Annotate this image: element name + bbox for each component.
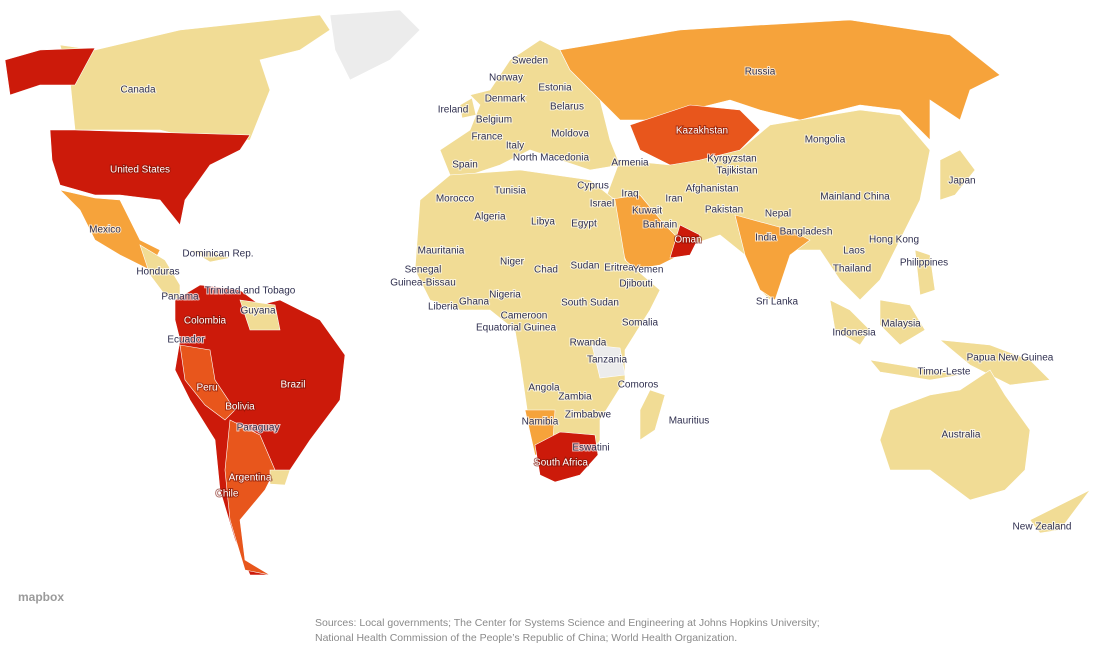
country-label: India — [755, 233, 777, 244]
country-label: Timor-Leste — [918, 367, 971, 378]
country-label: Argentina — [229, 473, 272, 484]
country-label: Tunisia — [494, 186, 526, 197]
country-label: Brazil — [280, 380, 305, 391]
country-label: Nepal — [765, 209, 791, 220]
country-label: Rwanda — [570, 338, 607, 349]
country-label: Ecuador — [167, 335, 205, 346]
country-label: Guinea-Bissau — [390, 278, 456, 289]
country-label: Dominican Rep. — [182, 249, 253, 260]
country-label: Moldova — [551, 129, 589, 140]
country-label: Tanzania — [587, 355, 627, 366]
attribution: mapbox — [18, 590, 64, 604]
country-label: Eritrea — [604, 263, 634, 274]
country-label: Oman — [674, 235, 701, 246]
country-label: Ghana — [459, 297, 489, 308]
country-label: Philippines — [900, 258, 948, 269]
country-label: Afghanistan — [686, 184, 739, 195]
country-label: Malaysia — [881, 319, 921, 330]
country-label: Japan — [948, 176, 975, 187]
country-label: Bolivia — [225, 402, 255, 413]
country-label: Mainland China — [820, 192, 890, 203]
source-line: National Health Commission of the People… — [315, 632, 737, 644]
country-label: Senegal — [405, 265, 442, 276]
country-label: Mauritania — [418, 246, 465, 257]
country-label: Namibia — [522, 417, 559, 428]
country-label: Paraguay — [237, 423, 280, 434]
country-label: Comoros — [618, 380, 659, 391]
country-label: Iran — [665, 194, 682, 205]
country-label: Iraq — [621, 189, 638, 200]
land — [4, 9, 1091, 576]
country-label: Armenia — [611, 158, 649, 169]
country-label: Morocco — [436, 194, 475, 205]
country-label: Trinidad and Tobago — [205, 286, 296, 297]
country-label: Canada — [120, 85, 155, 96]
country-label: Yemen — [633, 265, 664, 276]
country-label: Chile — [216, 489, 239, 500]
country-label: Norway — [489, 73, 523, 84]
source-line: Sources: Local governments; The Center f… — [315, 617, 820, 629]
country-label: Chad — [534, 265, 558, 276]
country-label: Zambia — [558, 392, 592, 403]
country-label: Belarus — [550, 102, 584, 113]
country-label: Niger — [500, 257, 525, 268]
country-label: Algeria — [474, 212, 506, 223]
country-label: Ireland — [438, 105, 469, 116]
country-label: Indonesia — [832, 328, 876, 339]
country-label: Bahrain — [643, 220, 677, 231]
country-label: Spain — [452, 160, 478, 171]
country-label: Cyprus — [577, 181, 609, 192]
country-label: Equatorial Guinea — [476, 323, 556, 334]
country-label: Panama — [161, 292, 199, 303]
country-label: Liberia — [428, 302, 458, 313]
country-label: Hong Kong — [869, 235, 919, 246]
country-label: Kyrgyzstan — [707, 154, 756, 165]
country-label: Thailand — [833, 264, 871, 275]
country-label: Estonia — [538, 83, 572, 94]
country-label: France — [471, 132, 503, 143]
country-label: Somalia — [622, 318, 659, 329]
country-label: Egypt — [571, 219, 597, 230]
country-label: Mauritius — [669, 416, 710, 427]
country-label: Eswatini — [572, 443, 609, 454]
country-label: Sweden — [512, 56, 548, 67]
country-label: Laos — [843, 246, 865, 257]
country-label: North Macedonia — [513, 153, 590, 164]
country-label: Pakistan — [705, 205, 743, 216]
country-label: Sri Lanka — [756, 297, 799, 308]
country-label: Israel — [590, 199, 614, 210]
country-label: Sudan — [571, 261, 600, 272]
country-label: Angola — [528, 383, 560, 394]
country-label: United States — [110, 165, 170, 176]
country-label: Honduras — [136, 267, 179, 278]
country-label: Papua New Guinea — [967, 353, 1054, 364]
country-label: Mongolia — [805, 135, 846, 146]
country-label: Zimbabwe — [565, 410, 612, 421]
country-label: Peru — [196, 383, 217, 394]
country-label: Kuwait — [632, 206, 662, 217]
country-label: Guyana — [240, 306, 275, 317]
country-label: Bangladesh — [780, 227, 833, 238]
country-label: Tajikistan — [716, 166, 757, 177]
country-label: Djibouti — [619, 279, 652, 290]
country-label: Italy — [506, 141, 524, 152]
country-label: Mexico — [89, 225, 121, 236]
country-label: South Sudan — [561, 298, 619, 309]
country-label: Denmark — [485, 94, 527, 105]
country-label: Kazakhstan — [676, 126, 728, 137]
country-label: Libya — [531, 217, 555, 228]
country-label: Australia — [942, 430, 981, 441]
country-label: Cameroon — [501, 311, 548, 322]
country-label: South Africa — [534, 458, 588, 469]
country-label: Russia — [745, 67, 776, 78]
country-label: Belgium — [476, 115, 512, 126]
country-label: Colombia — [184, 316, 227, 327]
country-label: New Zealand — [1013, 522, 1072, 533]
country-label: Nigeria — [489, 290, 521, 301]
